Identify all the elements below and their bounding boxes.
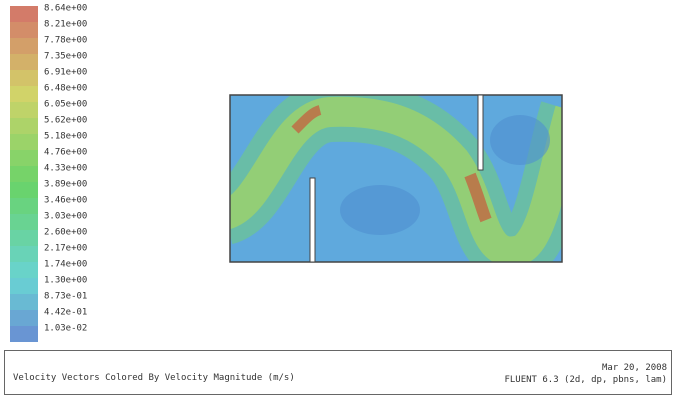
color-swatch	[10, 214, 38, 230]
color-swatch	[10, 118, 38, 134]
color-swatch	[10, 70, 38, 86]
color-swatch	[10, 54, 38, 70]
color-swatch	[10, 86, 38, 102]
colorbar-label: 8.64e+00	[44, 4, 87, 14]
colorbar-label: 3.46e+00	[44, 196, 87, 206]
colorbar-label: 8.21e+00	[44, 20, 87, 30]
color-swatch	[10, 198, 38, 214]
colorbar-label: 5.62e+00	[44, 116, 87, 126]
colorbar-label: 3.03e+00	[44, 212, 87, 222]
colorbar-label: 1.74e+00	[44, 260, 87, 270]
footer: Velocity Vectors Colored By Velocity Mag…	[4, 350, 672, 395]
colorbar-label: 1.30e+00	[44, 276, 87, 286]
colorbar-label: 4.42e-01	[44, 308, 87, 318]
caption: Velocity Vectors Colored By Velocity Mag…	[13, 373, 295, 383]
color-swatch	[10, 182, 38, 198]
color-swatch	[10, 38, 38, 54]
baffle	[309, 177, 316, 263]
color-swatch	[10, 326, 38, 342]
colorbar-label: 1.03e-02	[44, 324, 87, 334]
version: FLUENT 6.3 (2d, dp, pbns, lam)	[504, 375, 667, 385]
colorbar-label: 4.33e+00	[44, 164, 87, 174]
color-swatch	[10, 278, 38, 294]
color-swatch	[10, 246, 38, 262]
baffle	[477, 94, 484, 171]
color-swatch	[10, 102, 38, 118]
date: Mar 20, 2008	[601, 363, 667, 373]
colorbar-label: 7.35e+00	[44, 52, 87, 62]
colorbar-label: 2.17e+00	[44, 244, 87, 254]
colorbar-label: 3.89e+00	[44, 180, 87, 190]
color-swatch	[10, 6, 38, 22]
color-swatch	[10, 310, 38, 326]
color-swatch	[10, 294, 38, 310]
color-swatch	[10, 166, 38, 182]
color-swatch	[10, 22, 38, 38]
domain-border	[229, 94, 563, 263]
colorbar-label: 6.91e+00	[44, 68, 87, 78]
color-swatch	[10, 134, 38, 150]
plot: 8.64e+00 8.21e+00 7.78e+00 7.35e+00 6.91e+00…	[10, 4, 563, 342]
color-swatch	[10, 262, 38, 278]
colorbar-label: 8.73e-01	[44, 292, 87, 302]
colorbar-label: 5.18e+00	[44, 132, 87, 142]
colorbar: 8.64e+00 8.21e+00 7.78e+00 7.35e+00 6.91e+00…	[10, 4, 87, 342]
colorbar-label: 7.78e+00	[44, 36, 87, 46]
color-swatch	[10, 230, 38, 246]
colorbar-label: 4.76e+00	[44, 148, 87, 158]
colorbar-label: 2.60e+00	[44, 228, 87, 238]
colorbar-label: 6.05e+00	[44, 100, 87, 110]
flow-field	[230, 95, 562, 262]
colorbar-label: 6.48e+00	[44, 84, 87, 94]
color-swatch	[10, 150, 38, 166]
